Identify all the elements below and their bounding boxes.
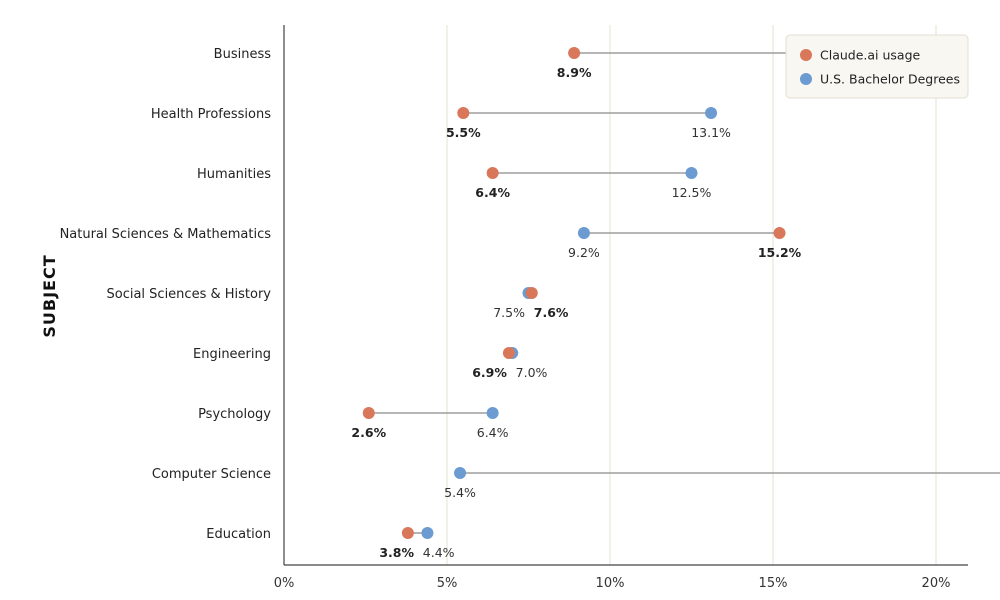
point-claude-usage xyxy=(486,167,499,179)
point-claude-usage xyxy=(401,527,414,539)
value-label-claude-usage: 6.9% xyxy=(472,365,507,380)
category-label: Natural Sciences & Mathematics xyxy=(60,227,272,242)
point-claude-usage xyxy=(457,107,470,119)
grid-layer xyxy=(446,25,937,565)
point-claude-usage xyxy=(568,47,581,59)
point-bachelor-degrees xyxy=(577,227,590,239)
value-label-bachelor-degrees: 6.4% xyxy=(477,425,509,440)
x-tick-label: 20% xyxy=(922,576,951,591)
connector-layer xyxy=(368,52,1000,534)
axis-layer: 0%5%10%15%20%25%30%35%40%BusinessHealth … xyxy=(60,25,968,591)
category-label: Humanities xyxy=(197,167,271,182)
y-axis-title: SUBJECT xyxy=(40,254,59,337)
x-tick-label: 0% xyxy=(274,576,295,591)
point-bachelor-degrees xyxy=(705,107,718,119)
value-label-bachelor-degrees: 7.5% xyxy=(493,305,525,320)
point-layer xyxy=(362,47,897,539)
point-bachelor-degrees xyxy=(421,527,434,539)
legend-marker-bachelor-degrees xyxy=(800,73,812,85)
x-tick-label: 15% xyxy=(759,576,788,591)
value-label-claude-usage: 6.4% xyxy=(475,185,510,200)
value-label-claude-usage: 15.2% xyxy=(758,245,802,260)
x-tick-label: 10% xyxy=(596,576,625,591)
point-bachelor-degrees xyxy=(454,467,467,479)
value-label-claude-usage: 7.6% xyxy=(534,305,569,320)
legend-label-bachelor-degrees: U.S. Bachelor Degrees xyxy=(820,72,960,87)
point-claude-usage xyxy=(502,347,515,359)
category-label: Health Professions xyxy=(151,107,271,122)
label-layer: 8.9%18.6%5.5%13.1%6.4%12.5%15.2%9.2%7.6%… xyxy=(351,65,910,560)
category-label: Social Sciences & History xyxy=(107,287,272,302)
value-label-claude-usage: 5.5% xyxy=(446,125,481,140)
legend-label-claude-usage: Claude.ai usage xyxy=(820,48,921,63)
point-claude-usage xyxy=(773,227,786,239)
category-label: Education xyxy=(206,527,271,542)
value-label-bachelor-degrees: 13.1% xyxy=(691,125,731,140)
value-label-bachelor-degrees: 12.5% xyxy=(672,185,712,200)
value-label-claude-usage: 8.9% xyxy=(557,65,592,80)
legend: Claude.ai usage U.S. Bachelor Degrees xyxy=(785,34,969,99)
value-label-bachelor-degrees: 9.2% xyxy=(568,245,600,260)
value-label-bachelor-degrees: 5.4% xyxy=(444,485,476,500)
value-label-claude-usage: 3.8% xyxy=(379,545,414,560)
point-bachelor-degrees xyxy=(486,407,499,419)
value-label-bachelor-degrees: 4.4% xyxy=(423,545,455,560)
category-label: Engineering xyxy=(193,347,271,362)
point-bachelor-degrees xyxy=(685,167,698,179)
category-label: Computer Science xyxy=(152,467,271,482)
legend-marker-claude-usage xyxy=(800,49,812,61)
category-label: Business xyxy=(214,47,272,62)
value-label-bachelor-degrees: 7.0% xyxy=(516,365,548,380)
x-tick-label: 5% xyxy=(437,576,458,591)
point-claude-usage xyxy=(362,407,375,419)
category-label: Psychology xyxy=(198,407,271,422)
value-label-claude-usage: 2.6% xyxy=(351,425,386,440)
legend-box xyxy=(785,34,969,99)
point-claude-usage xyxy=(525,287,538,299)
